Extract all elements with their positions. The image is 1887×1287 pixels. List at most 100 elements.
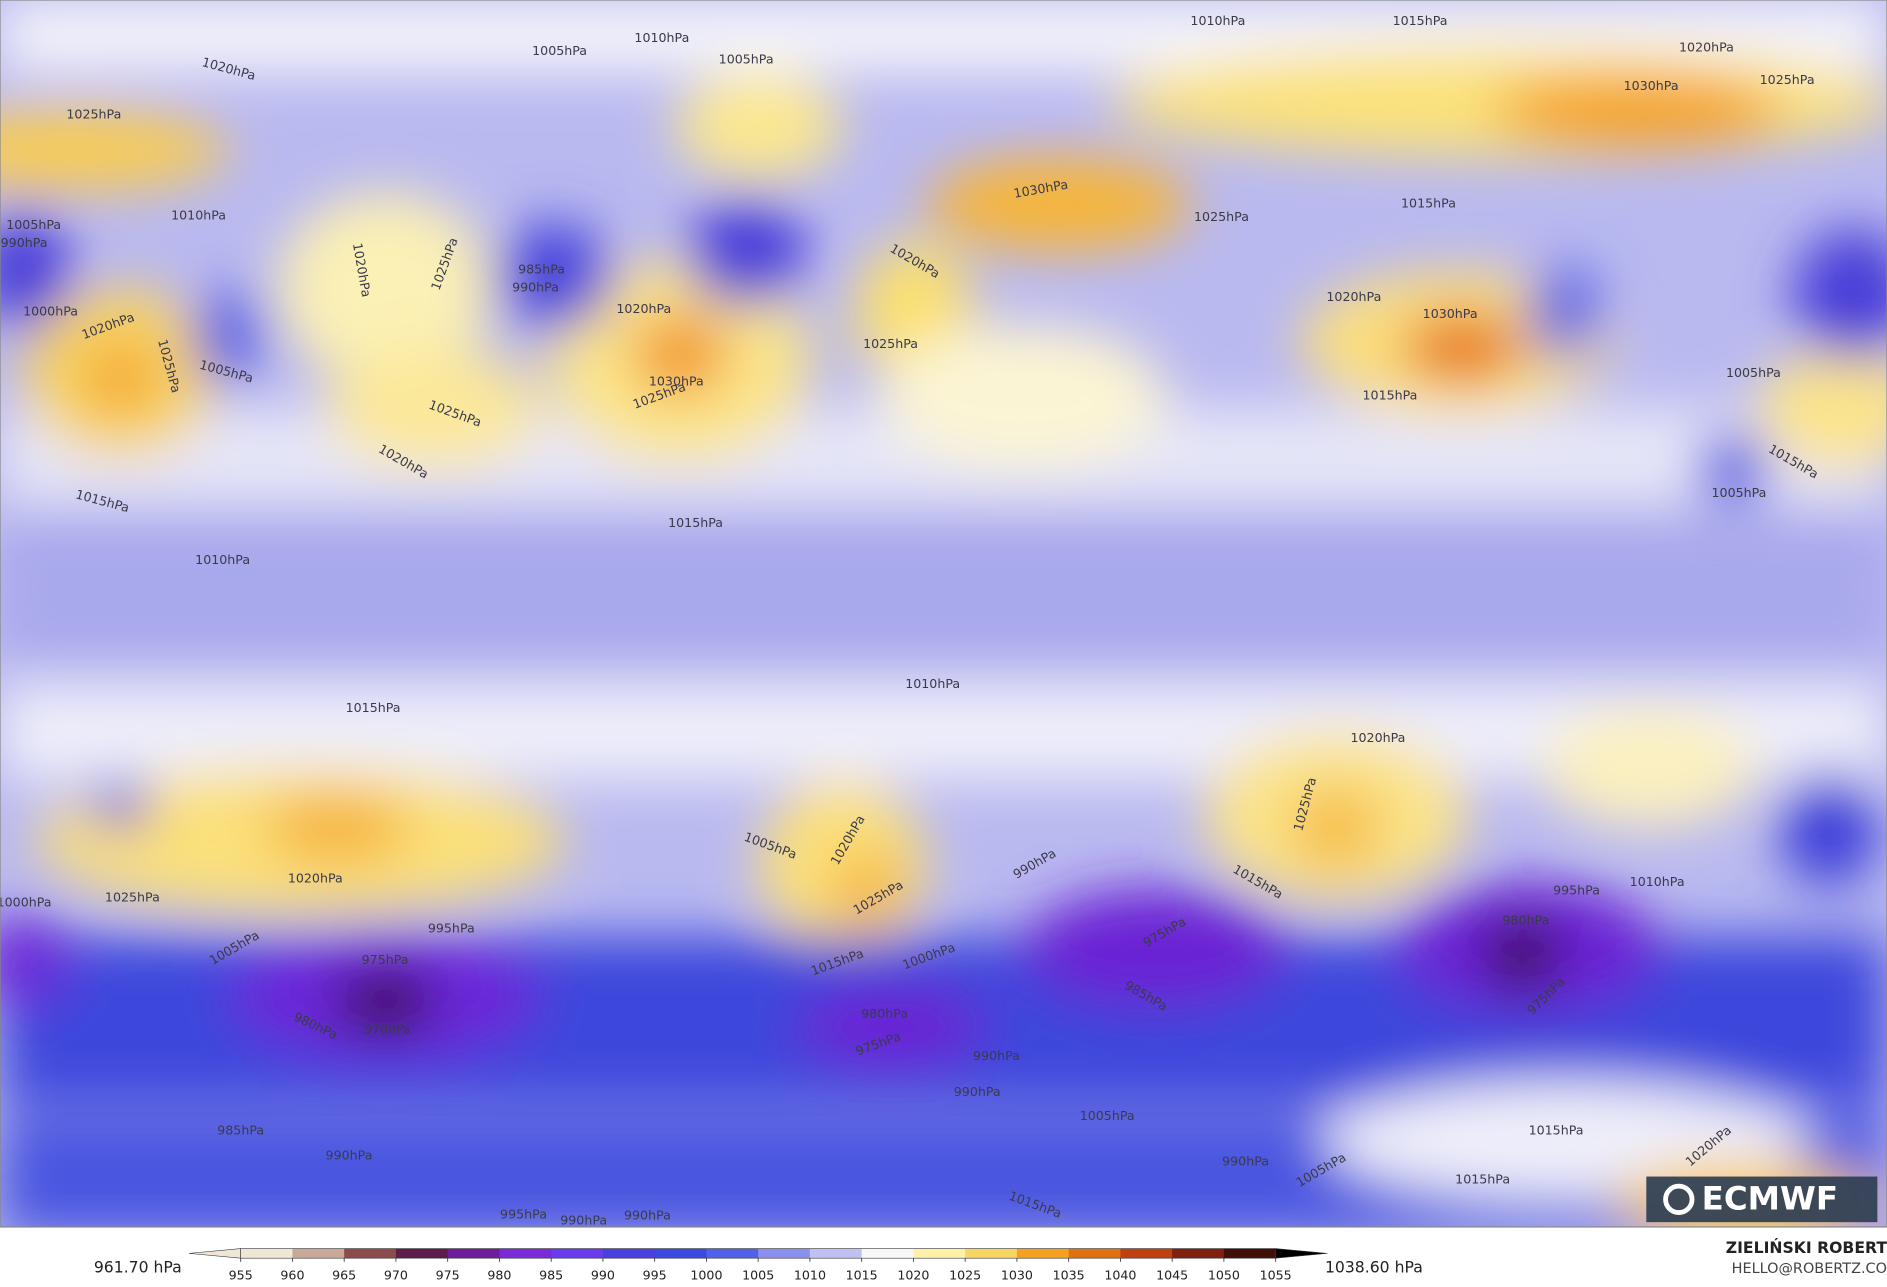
colorbar-tick-label: 1030	[1001, 1268, 1033, 1283]
logo-icon	[1663, 1183, 1695, 1215]
map-frame	[0, 0, 1887, 1228]
logo: ECMWF	[1646, 1176, 1878, 1223]
colorbar-tick-label: 1050	[1208, 1268, 1240, 1283]
contour-label: 990hPa	[560, 1212, 607, 1227]
contour-label: 1020hPa	[1326, 289, 1381, 304]
contour-label: 1025hPa	[1760, 72, 1815, 87]
colorbar-tick-label: 1010	[794, 1268, 826, 1283]
colorbar-segment	[861, 1248, 915, 1259]
colorbar-tick-label: 985	[539, 1268, 563, 1283]
colorbar-segment	[1068, 1248, 1122, 1259]
contour-label: 1015hPa	[1401, 196, 1456, 211]
contour-label: 995hPa	[1553, 882, 1600, 897]
contour-label: 990hPa	[512, 280, 559, 295]
colorbar-tick-label: 1025	[949, 1268, 981, 1283]
colorbar-segment	[654, 1248, 708, 1259]
contour-label: 1030hPa	[1423, 306, 1478, 321]
colorbar-segment	[758, 1248, 811, 1259]
contour-label: 1015hPa	[346, 700, 401, 715]
contour-label: 970hPa	[364, 1022, 411, 1037]
colorbar: 955 960 965 970 975 980 985 990 995 1000 1005 1010 1…	[188, 1248, 1328, 1283]
colorbar-tick-label: 1035	[1053, 1268, 1085, 1283]
colorbar-segment	[240, 1248, 294, 1259]
colorbar-tick-label: 960	[280, 1268, 304, 1283]
contour-label: 1010hPa	[905, 676, 960, 691]
contour-label: 1025hPa	[1194, 209, 1249, 224]
colorbar-segment	[1172, 1248, 1225, 1259]
pressure-field	[0, 0, 1887, 1227]
contour-label: 985hPa	[518, 262, 565, 277]
colorbar-tick-label: 1005	[742, 1268, 774, 1283]
colorbar-tick-label: 1015	[846, 1268, 878, 1283]
colorbar-tick-label: 975	[436, 1268, 460, 1283]
contour-label: 1010hPa	[1630, 874, 1685, 889]
contour-label: 1020hPa	[288, 870, 343, 885]
colorbar-tick-label: 955	[229, 1268, 253, 1283]
contour-label: 1000hPa	[0, 894, 52, 909]
contour-label: 995hPa	[500, 1206, 547, 1221]
colorbar-segment	[499, 1248, 552, 1259]
contour-label: 1005hPa	[532, 43, 587, 58]
contour-label: 1005hPa	[6, 217, 61, 232]
colorbar-segment	[809, 1248, 863, 1259]
contour-label: 1015hPa	[1393, 13, 1448, 28]
colorbar-tick-label: 1045	[1156, 1268, 1188, 1283]
contour-label: 1015hPa	[668, 515, 723, 530]
contour-label: 990hPa	[326, 1148, 373, 1163]
contour-label: 990hPa	[954, 1084, 1001, 1099]
author: ZIELIŃSKI ROBERT	[1726, 1238, 1887, 1257]
contour-label: 975hPa	[362, 952, 409, 967]
colorbar-segment	[551, 1248, 604, 1259]
contour-label: 1010hPa	[171, 208, 226, 223]
contour-label: 980hPa	[861, 1006, 908, 1021]
contour-label: 1030hPa	[1624, 78, 1679, 93]
contour-label: 1025hPa	[66, 107, 121, 122]
contour-label: 1025hPa	[863, 336, 918, 351]
colorbar-min: 961.70 hPa	[94, 1258, 182, 1276]
colorbar-tick-label: 970	[384, 1268, 408, 1283]
contour-label: 1030hPa	[649, 373, 704, 388]
contour-label: 1020hPa	[1350, 730, 1405, 745]
contour-label: 1005hPa	[1080, 1108, 1135, 1123]
colorbar-segment	[344, 1248, 397, 1259]
logo-text: ECMWF	[1702, 1180, 1838, 1218]
colorbar-segment	[602, 1248, 656, 1259]
colorbar-tick-label: 990	[591, 1268, 615, 1283]
colorbar-outline	[240, 1248, 1276, 1259]
contour-label: 1005hPa	[1726, 365, 1781, 380]
contour-label: 990hPa	[1222, 1154, 1269, 1169]
contour-label: 1010hPa	[634, 30, 689, 45]
colorbar-tick-label: 980	[487, 1268, 511, 1283]
contour-label: 1000hPa	[23, 304, 78, 319]
colorbar-tick-label: 1000	[690, 1268, 722, 1283]
logo-box	[1646, 1176, 1878, 1223]
contour-label: 990hPa	[1, 235, 48, 250]
colorbar-end	[188, 1248, 241, 1259]
contour-label: 1015hPa	[1529, 1122, 1584, 1137]
contour-label: 1015hPa	[1363, 388, 1418, 403]
contour-label: 1015hPa	[1455, 1172, 1510, 1187]
colorbar-end	[1275, 1248, 1328, 1259]
contour-label: 1005hPa	[1712, 485, 1767, 500]
colorbar-segment	[913, 1248, 966, 1259]
colorbar-tick-label: 1020	[897, 1268, 929, 1283]
contour-label: 1025hPa	[105, 890, 160, 905]
colorbar-segment	[1016, 1248, 1070, 1259]
colorbar-segment	[706, 1248, 759, 1259]
contour-label: 985hPa	[217, 1122, 264, 1137]
colorbar-segment	[292, 1248, 345, 1259]
contour-label: 995hPa	[428, 921, 475, 936]
contour-label: 980hPa	[1503, 912, 1550, 927]
contour-label: 1010hPa	[195, 552, 250, 567]
colorbar-segment	[965, 1248, 1018, 1259]
contour-label: 1005hPa	[719, 52, 774, 67]
colorbar-tick-label: 965	[332, 1268, 356, 1283]
colorbar-segment	[1120, 1248, 1173, 1259]
contour-label: 1010hPa	[1190, 13, 1245, 28]
colorbar-tick-label: 1040	[1104, 1268, 1136, 1283]
contour-label: 990hPa	[973, 1048, 1020, 1063]
colorbar-segment	[447, 1248, 501, 1259]
contour-label: 1020hPa	[616, 301, 671, 316]
email: HELLO@ROBERTZ.CO	[1732, 1261, 1887, 1277]
